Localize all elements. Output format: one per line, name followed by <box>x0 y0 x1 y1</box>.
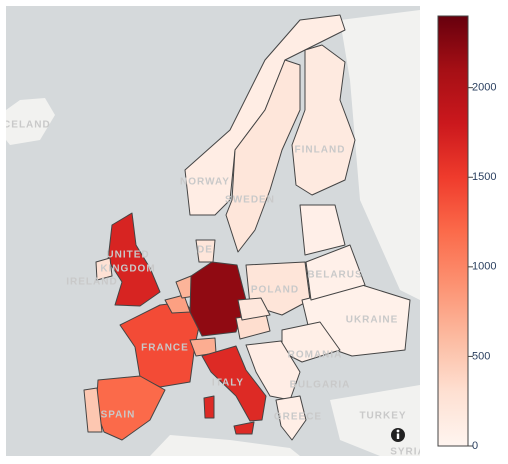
colorbar-tick-label: 1500 <box>472 171 496 183</box>
country <box>83 387 103 433</box>
country <box>237 297 271 321</box>
base-label: GREECE <box>274 412 322 423</box>
country <box>184 14 346 216</box>
country <box>305 244 366 301</box>
base-label: IRELAND <box>66 277 117 288</box>
base-label: BELARUS <box>307 270 362 281</box>
country <box>291 44 356 196</box>
base-label: ITALY <box>212 378 244 389</box>
country <box>107 212 161 307</box>
base-labels: ICELAND NORWAY SWEDEN FINLAND UNITED KINGDOM I… <box>0 120 426 464</box>
country <box>195 239 216 263</box>
base-label: UKRAINE <box>346 315 399 326</box>
country <box>201 345 267 435</box>
base-label: BULGARIA <box>290 380 351 391</box>
base-label: POLAND <box>251 285 299 296</box>
country <box>299 204 346 256</box>
country <box>225 59 301 253</box>
map-area: ICELAND NORWAY SWEDEN FINLAND UNITED KINGDOM I… <box>0 6 426 464</box>
country <box>95 257 113 281</box>
base-label: ICELAND <box>0 120 51 131</box>
base-label: FINLAND <box>295 145 346 156</box>
colorbar <box>437 15 469 447</box>
country <box>275 395 307 441</box>
countries <box>83 14 411 441</box>
base-label: NORWAY <box>180 177 230 188</box>
base-label: SWEDEN <box>225 195 275 206</box>
colorbar-ticks: 0 500 1000 1500 2000 <box>468 82 496 452</box>
colorbar-tick-label: 1000 <box>472 261 496 273</box>
base-label: DE <box>197 245 213 256</box>
base-label: SYRIA <box>390 447 426 458</box>
colorbar-tick-label: 500 <box>472 350 490 362</box>
base-label: UNITED <box>106 250 149 261</box>
base-label: SPAIN <box>101 410 136 421</box>
info-icon[interactable] <box>391 428 405 442</box>
base-label: KINGDOM <box>100 264 155 275</box>
base-label: ROMANIA <box>288 350 343 361</box>
colorbar-tick-label: 2000 <box>472 82 496 94</box>
base-label: TUNISIA <box>167 457 214 464</box>
base-label: FRANCE <box>141 343 189 354</box>
colorbar-tick-label: 0 <box>472 440 478 452</box>
base-label: TURKEY <box>359 411 406 422</box>
